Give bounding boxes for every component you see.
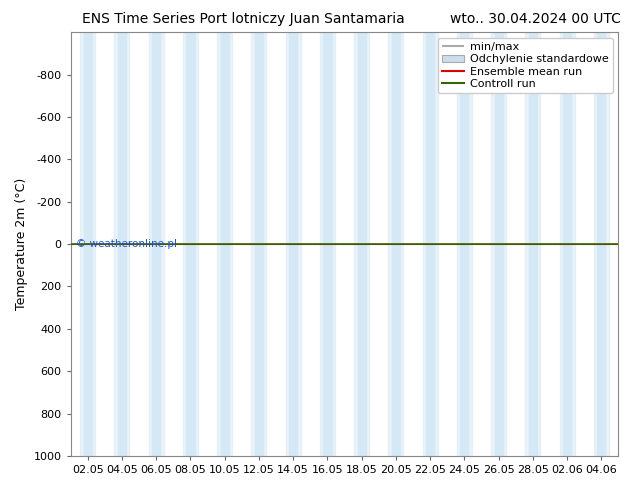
Bar (80, 32, 84, 456)
Bar (183, 32, 187, 456)
Bar (289, 32, 297, 456)
Bar (529, 32, 537, 456)
Bar (597, 32, 605, 456)
Bar (91, 32, 95, 456)
Bar (468, 32, 472, 456)
Bar (399, 32, 403, 456)
Bar (320, 32, 324, 456)
Bar (358, 32, 366, 456)
Bar (114, 32, 119, 456)
Legend: min/max, Odchylenie standardowe, Ensemble mean run, Controll run: min/max, Odchylenie standardowe, Ensembl… (437, 38, 613, 93)
Text: wto.. 30.04.2024 00 UTC: wto.. 30.04.2024 00 UTC (450, 12, 621, 26)
Bar (605, 32, 609, 456)
Bar (186, 32, 195, 456)
Bar (560, 32, 564, 456)
Bar (526, 32, 529, 456)
Y-axis label: Temperature 2m (°C): Temperature 2m (°C) (15, 178, 28, 310)
Bar (423, 32, 427, 456)
Bar (148, 32, 153, 456)
Bar (323, 32, 332, 456)
Bar (152, 32, 160, 456)
Bar (491, 32, 495, 456)
Text: ENS Time Series Port lotniczy Juan Santamaria: ENS Time Series Port lotniczy Juan Santa… (82, 12, 405, 26)
Bar (297, 32, 301, 456)
Bar (126, 32, 129, 456)
Bar (365, 32, 369, 456)
Bar (434, 32, 437, 456)
Bar (262, 32, 266, 456)
Bar (84, 32, 92, 456)
Text: © weatheronline.pl: © weatheronline.pl (76, 239, 177, 249)
Bar (286, 32, 290, 456)
Bar (255, 32, 263, 456)
Bar (495, 32, 503, 456)
Bar (194, 32, 198, 456)
Bar (536, 32, 540, 456)
Bar (460, 32, 469, 456)
Bar (571, 32, 574, 456)
Bar (217, 32, 221, 456)
Bar (502, 32, 506, 456)
Bar (392, 32, 400, 456)
Bar (354, 32, 358, 456)
Bar (228, 32, 232, 456)
Bar (426, 32, 434, 456)
Bar (221, 32, 229, 456)
Bar (563, 32, 571, 456)
Bar (118, 32, 126, 456)
Bar (457, 32, 461, 456)
Bar (252, 32, 256, 456)
Bar (331, 32, 335, 456)
Bar (389, 32, 392, 456)
Bar (160, 32, 164, 456)
Bar (594, 32, 598, 456)
